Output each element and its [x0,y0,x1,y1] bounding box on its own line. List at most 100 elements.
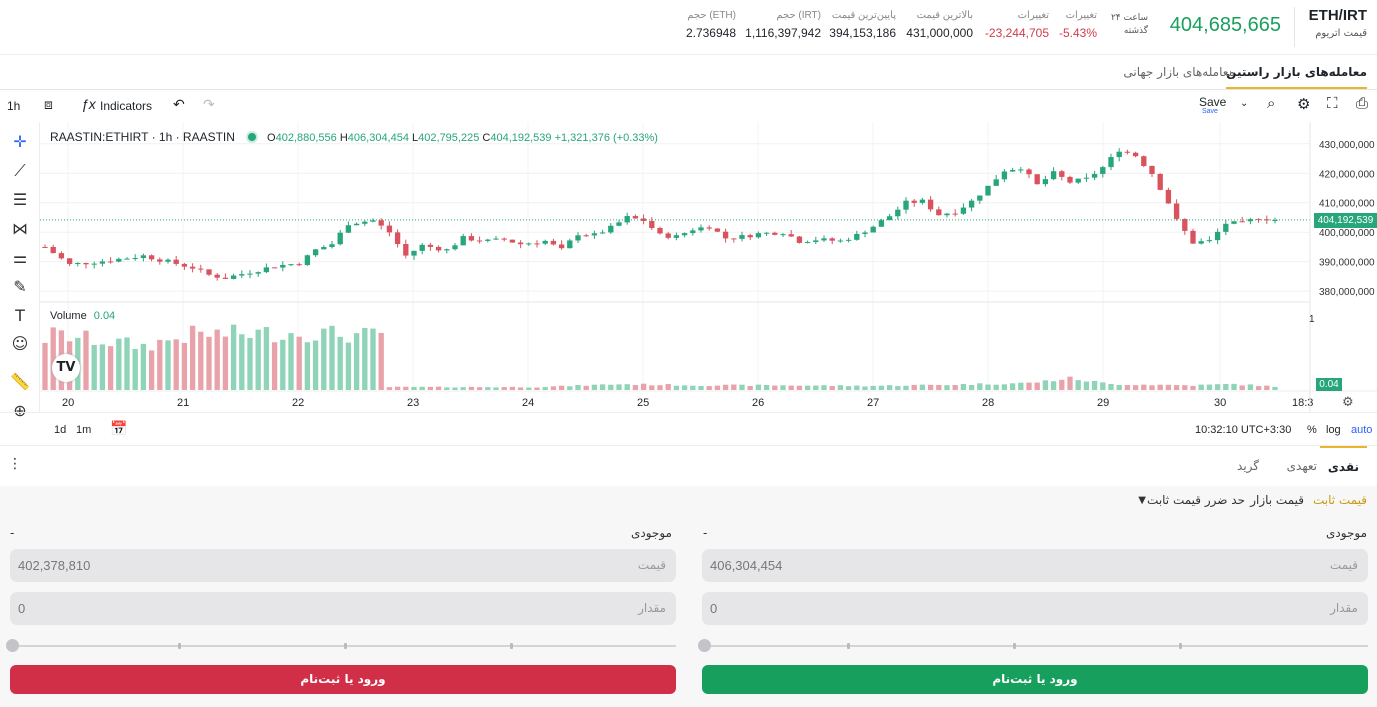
chart-svg[interactable]: 430,000,000 420,000,000 410,000,000 400,000… [40,122,1377,412]
tab-margin[interactable]: تعهدی [1286,459,1317,473]
volume-bar [1026,382,1032,390]
chevron-down-icon[interactable]: ⌄ [1240,98,1249,109]
volume-bar [567,386,573,390]
tab-spot[interactable]: نقدی [1319,446,1367,482]
buy-amount-input[interactable]: 0 مقدار [702,592,1368,625]
sell-amount-slider[interactable] [6,639,676,652]
zoom-icon[interactable]: ⊕ [13,401,27,420]
order-type-limit[interactable]: قیمت ثابت [1312,493,1367,507]
candle-body [181,263,188,267]
candle-body [124,258,130,260]
volume-bar [198,331,204,390]
order-type-stop-limit[interactable]: حد ضرر قیمت ثابت [1147,493,1245,507]
text-tool-icon[interactable]: T [15,306,25,325]
percent-toggle[interactable]: % [1307,424,1317,436]
tab-raastin-market[interactable]: معامله‌های بازار راستین [1226,65,1367,89]
sell-slider-handle[interactable] [6,639,19,652]
volume-bar [698,385,704,390]
candle-body [1173,203,1180,219]
trade-panel: قیمت ثابت قیمت بازار حد ضرر قیمت ثابت ▼ … [0,486,1377,707]
volume-bar [42,342,48,390]
volume-bar [829,386,835,390]
candle-body [1091,173,1098,178]
log-toggle[interactable]: log [1326,424,1341,436]
sell-price-input[interactable]: 402,378,810 قیمت [10,549,676,582]
interval-selector[interactable]: 1h [7,99,21,113]
axis-settings-icon[interactable]: ⚙ [1342,395,1354,410]
crosshair-icon[interactable]: ✛ [13,132,27,151]
fib-lines-icon[interactable]: ☰ [12,190,28,209]
buy-amount-slider[interactable] [698,639,1368,652]
price-chart[interactable]: 430,000,000 420,000,000 410,000,000 400,000… [40,122,1377,412]
more-vertical-icon[interactable]: ⋮ [8,456,22,472]
chevron-down-icon[interactable]: ▼ [1138,495,1146,506]
pair-block[interactable]: ETH/IRT قیمت اتریوم [1293,7,1367,47]
candle-body [239,274,245,276]
candle-body [862,232,868,234]
quick-search-icon[interactable]: ⌕ [1267,95,1276,112]
volume-bar [1272,386,1278,390]
volume-bar [116,338,122,390]
candle-body [706,227,712,229]
candle-body [772,232,778,235]
pattern-icon[interactable]: ⋈ [12,219,28,238]
fx-icon[interactable]: ƒx [81,96,96,112]
order-type-market[interactable]: قیمت بازار [1250,493,1304,507]
indicators-button[interactable]: Indicators [100,99,153,113]
save-button[interactable]: Save [1199,95,1227,109]
redo-icon[interactable]: ↷ [203,96,215,112]
volume-bar [854,385,860,390]
tradingview-logo[interactable]: TV [52,354,80,382]
volume-bar [435,386,442,390]
undo-icon[interactable]: ↶ [173,96,185,112]
sell-login-button[interactable]: ورود یا ثبت‌نام [10,665,676,694]
candle-body [886,216,893,221]
volume-bar [345,342,352,390]
volume-bar [1190,385,1196,390]
candle-body [312,249,319,256]
volume-bar [1075,380,1081,390]
settings-icon[interactable]: ⚙ [1297,96,1311,113]
camera-icon[interactable]: ⎙ [1356,95,1369,112]
buy-price-input[interactable]: 406,304,454 قیمت [702,549,1368,582]
tab-grid[interactable]: گرید [1237,459,1259,473]
trend-line-icon[interactable]: ⟋ [14,161,26,180]
candle-body [247,273,253,275]
brush-icon[interactable]: ✎ [13,277,27,296]
volume-bar [1255,386,1262,390]
prediction-icon[interactable]: ⚌ [12,248,28,267]
time-tick-label: 22 [292,397,304,409]
candle-body [362,221,368,224]
volume-bar [452,387,458,390]
emoji-icon[interactable]: ☺ [11,334,29,353]
buy-login-button[interactable]: ورود یا ثبت‌نام [702,665,1368,694]
volume-bar [927,384,934,390]
volume-bar [362,328,368,390]
volume-bar [673,385,680,390]
goto-date-icon[interactable]: 📅 [110,420,128,436]
volume-bar [124,337,130,390]
volume-bar [1018,382,1024,390]
candle-body [1190,230,1196,244]
volume-bar [862,386,868,390]
candle-body [296,264,302,266]
range-1d[interactable]: 1d [54,424,67,436]
volume-bar [731,384,737,390]
volume-bar [304,342,311,390]
auto-toggle[interactable]: auto [1351,424,1373,436]
buy-slider-handle[interactable] [698,639,711,652]
tab-global-market[interactable]: معامله‌های بازار جهانی [1123,65,1235,79]
volume-bar [1206,384,1213,390]
ruler-icon[interactable]: 📏 [10,372,30,391]
fullscreen-icon[interactable]: ⛶ [1327,95,1338,112]
volume-bar [1165,384,1172,390]
volume-bar [895,386,901,390]
volume-bar [542,387,548,390]
candle-body [394,232,401,245]
candle-type-icon[interactable]: ⧈ [44,96,53,112]
volume-bar [321,328,327,390]
sell-amount-input[interactable]: 0 مقدار [10,592,676,625]
candle-body [1116,151,1122,158]
volume-bar [1173,385,1180,390]
range-1m[interactable]: 1m [76,424,92,436]
